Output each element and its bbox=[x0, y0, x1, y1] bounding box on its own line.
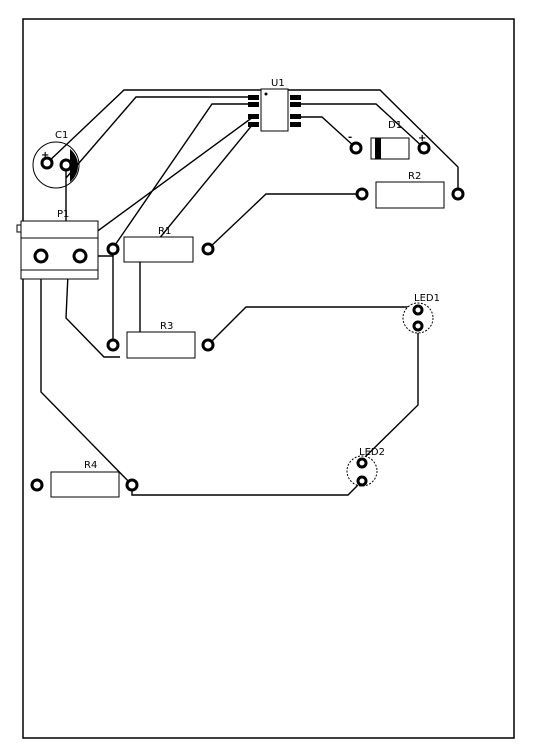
r4-pad bbox=[30, 478, 44, 492]
u1-pin bbox=[290, 122, 301, 127]
component-u1[interactable]: U1 bbox=[248, 78, 301, 132]
p1-label: P1 bbox=[57, 209, 69, 220]
component-r1[interactable]: R1 bbox=[106, 226, 215, 263]
trace-u1-r1 bbox=[112, 103, 253, 249]
led1-label: LED1 bbox=[414, 293, 440, 304]
u1-pin bbox=[248, 122, 259, 127]
c1-pad-positive bbox=[40, 156, 54, 170]
r4-body bbox=[50, 471, 120, 498]
component-p1[interactable]: P1 bbox=[16, 209, 99, 280]
c1-label: C1 bbox=[55, 130, 68, 141]
r2-body bbox=[375, 181, 445, 209]
d1-pad-anode bbox=[417, 141, 431, 155]
r3-label: R3 bbox=[160, 321, 173, 332]
d1-plus-sign: + bbox=[418, 133, 426, 144]
u1-pin bbox=[290, 102, 301, 107]
trace-u1-d1-anode bbox=[293, 103, 425, 149]
r1-body bbox=[123, 236, 194, 263]
component-r3[interactable]: R3 bbox=[106, 321, 215, 359]
d1-minus-sign: - bbox=[348, 132, 352, 143]
trace-u1-p1 bbox=[65, 96, 253, 179]
r4-label: R4 bbox=[84, 460, 97, 471]
u1-pin bbox=[290, 114, 301, 119]
r1-label: R1 bbox=[158, 226, 171, 237]
r3-body bbox=[126, 331, 196, 359]
c1-body bbox=[32, 141, 80, 189]
r1-pad bbox=[106, 242, 120, 256]
p1-pad-1 bbox=[33, 248, 49, 264]
trace-u1-r3-loop bbox=[65, 116, 254, 358]
component-d1[interactable]: - + D1 bbox=[348, 120, 431, 160]
led1-pad-anode bbox=[412, 304, 424, 316]
r3-pad bbox=[106, 338, 120, 352]
d1-pad-cathode bbox=[349, 141, 363, 155]
trace-u1-d1-cathode bbox=[293, 116, 357, 149]
u1-body bbox=[260, 88, 289, 132]
component-r2[interactable]: R2 bbox=[355, 171, 465, 209]
p1-tab bbox=[16, 224, 22, 233]
d1-cathode-band bbox=[375, 138, 381, 159]
led2-label: LED2 bbox=[359, 447, 385, 458]
u1-pin bbox=[248, 114, 259, 119]
component-c1[interactable]: + C1 bbox=[32, 130, 80, 189]
component-led1[interactable]: LED1 bbox=[402, 293, 440, 334]
c1-polarity-band bbox=[70, 149, 79, 182]
c1-plus-sign: + bbox=[41, 150, 49, 161]
u1-pin bbox=[290, 95, 301, 100]
u1-label: U1 bbox=[271, 78, 285, 89]
p1-pad-2 bbox=[72, 248, 88, 264]
c1-pad-negative bbox=[59, 158, 73, 172]
traces bbox=[40, 89, 459, 496]
trace-led1-led2 bbox=[361, 326, 419, 461]
r4-pad bbox=[125, 478, 139, 492]
u1-pin bbox=[248, 102, 259, 107]
u1-pin bbox=[248, 95, 259, 100]
r2-label: R2 bbox=[408, 171, 421, 182]
board-outline bbox=[22, 18, 515, 739]
r2-pad bbox=[355, 187, 369, 201]
trace-c1-r2 bbox=[45, 89, 459, 194]
r2-pad bbox=[451, 187, 465, 201]
led1-body bbox=[402, 302, 434, 334]
p1-body bbox=[20, 220, 99, 280]
component-led2[interactable]: LED2 bbox=[346, 447, 385, 487]
led2-pad-cathode bbox=[356, 475, 368, 487]
component-r4[interactable]: R4 bbox=[30, 460, 139, 498]
r1-pad bbox=[201, 242, 215, 256]
led2-body bbox=[346, 455, 378, 487]
r3-pad bbox=[201, 338, 215, 352]
u1-pin1-marker bbox=[264, 92, 268, 96]
trace-r1-r2 bbox=[207, 193, 362, 250]
d1-label: D1 bbox=[388, 120, 402, 131]
trace-p1-r4 bbox=[40, 256, 133, 486]
led2-pad-anode bbox=[356, 457, 368, 469]
led1-pad-cathode bbox=[412, 320, 424, 332]
